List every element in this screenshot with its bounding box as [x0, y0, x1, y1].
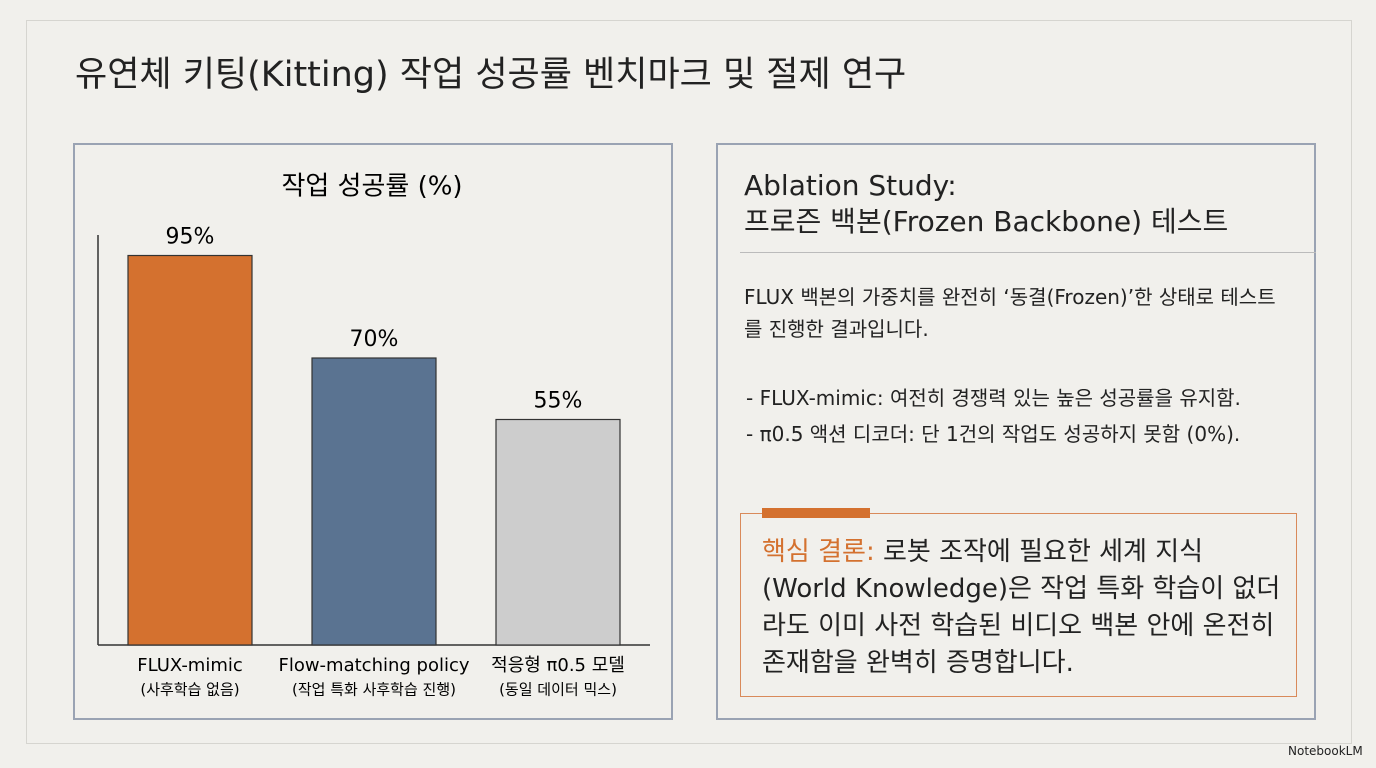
heading-line: Ablation Study: [744, 169, 957, 202]
x-tick-note: (사후학습 없음) [140, 681, 239, 699]
conclusion-accent [762, 508, 870, 518]
value-label: 55% [534, 389, 583, 414]
bar [311, 357, 437, 646]
bullet: - FLUX-mimic: 여전히 경쟁력 있는 높은 성공률을 유지함. [746, 386, 1241, 410]
frame [26, 20, 1352, 744]
conclusion-label: 핵심 결론: [762, 537, 875, 567]
chart-title: 작업 성공률 (%) [281, 172, 462, 202]
value-label: 95% [166, 225, 215, 250]
footer: NotebookLM [1288, 744, 1363, 758]
slide-title: 유연체 키팅(Kitting) 작업 성공률 벤치마크 및 절제 연구 [75, 55, 907, 95]
bullets: - FLUX-mimic: 여전히 경쟁력 있는 높은 성공률을 유지함. - … [746, 380, 1241, 452]
x-tick-note: (작업 특화 사후학습 진행) [292, 681, 456, 699]
panel-heading: Ablation Study: 프로즌 백본(Frozen Backbone) … [744, 168, 1228, 240]
bullet: - π0.5 액션 디코더: 단 1건의 작업도 성공하지 못함 (0%). [746, 422, 1241, 446]
x-tick-note: (동일 데이터 믹스) [499, 681, 617, 699]
conclusion-box [740, 513, 1297, 697]
divider [740, 252, 1316, 253]
bar [495, 418, 621, 646]
conclusion-text: 로봇 조작에 필요한 세계 지식(World Knowledge)은 작업 특화… [762, 537, 1281, 678]
x-tick-label: Flow-matching policy [278, 655, 469, 676]
description: FLUX 백본의 가중치를 완전히 ‘동결(Frozen)’한 상태로 테스트를… [744, 285, 1276, 341]
conclusion: 핵심 결론: 로봇 조작에 필요한 세계 지식(World Knowledge)… [762, 534, 1282, 682]
heading-line: 프로즌 백본(Frozen Backbone) 테스트 [744, 205, 1229, 238]
chart-panel [73, 143, 673, 720]
x-tick-label: 적응형 π0.5 모델 [491, 655, 625, 676]
text-panel [716, 143, 1316, 720]
bar [127, 254, 253, 646]
value-label: 70% [350, 327, 399, 352]
x-tick-label: FLUX-mimic [137, 655, 243, 676]
